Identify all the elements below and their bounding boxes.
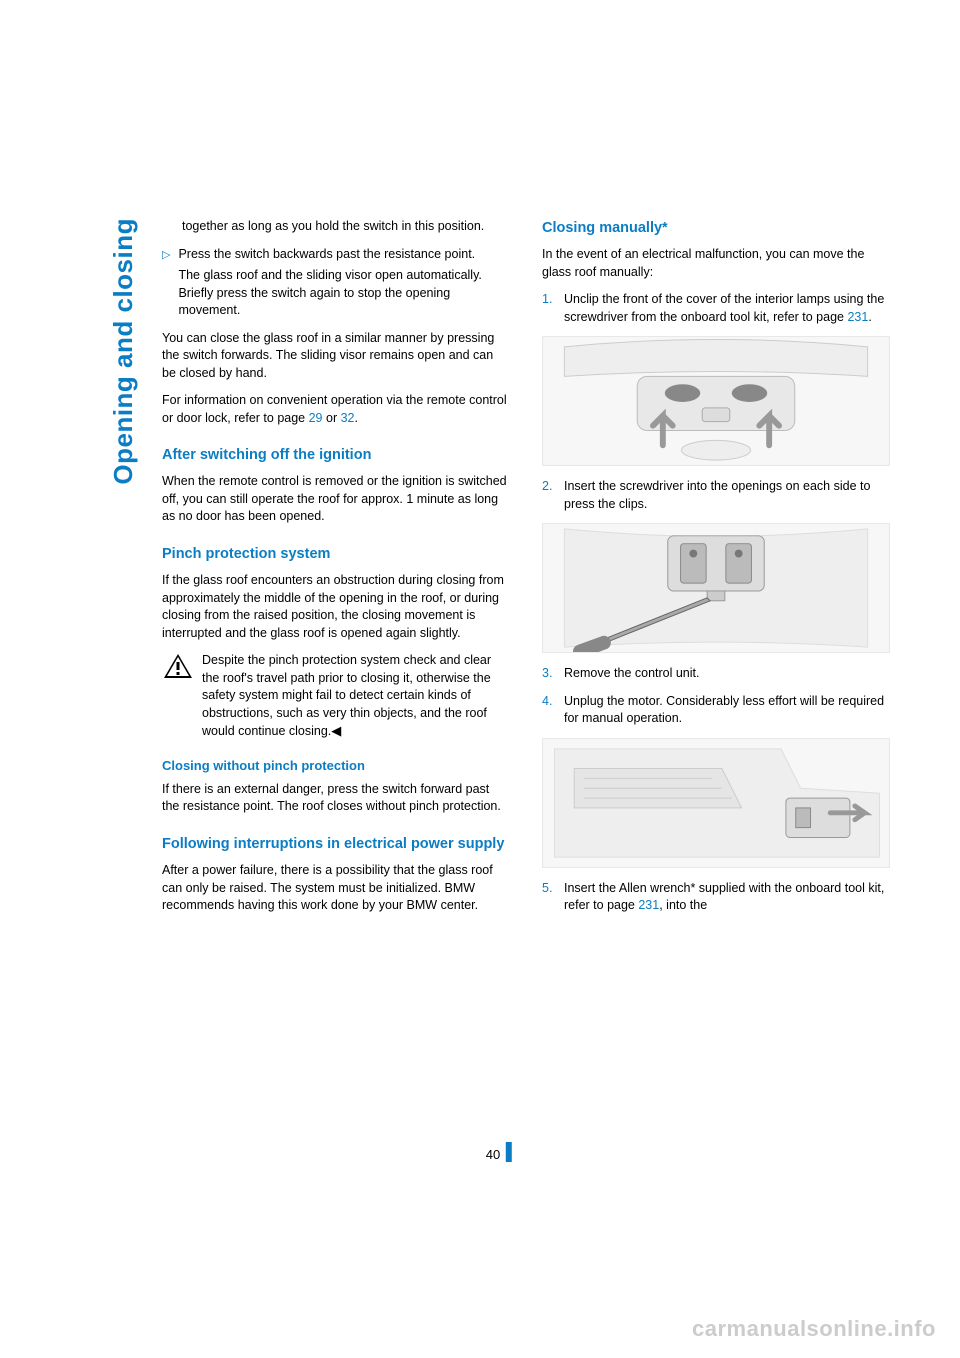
step-item: 3. Remove the control unit. bbox=[542, 665, 890, 683]
page-link[interactable]: 32 bbox=[341, 411, 355, 425]
text: . bbox=[354, 411, 357, 425]
bullet-item: ▷ Press the switch backwards past the re… bbox=[162, 246, 510, 320]
page-number-value: 40 bbox=[486, 1147, 500, 1162]
text: or bbox=[323, 411, 341, 425]
text: , into the bbox=[659, 898, 707, 912]
step-number: 4. bbox=[542, 693, 564, 728]
figure-screwdriver-clips bbox=[542, 523, 890, 653]
text: . bbox=[868, 310, 871, 324]
heading-power-interruption: Following interruptions in electrical po… bbox=[162, 834, 510, 854]
triangle-right-icon: ▷ bbox=[162, 248, 170, 320]
step-text: Insert the screwdriver into the openings… bbox=[564, 478, 890, 513]
step-item: 4. Unplug the motor. Considerably less e… bbox=[542, 693, 890, 728]
paragraph: If there is an external danger, press th… bbox=[162, 781, 510, 816]
heading-after-ignition: After switching off the ignition bbox=[162, 445, 510, 465]
step-number: 1. bbox=[542, 291, 564, 326]
left-column: together as long as you hold the switch … bbox=[162, 218, 510, 925]
heading-pinch-protection: Pinch protection system bbox=[162, 544, 510, 564]
page-number: 40 bbox=[486, 1142, 512, 1162]
warning-box: Despite the pinch protection system chec… bbox=[162, 652, 510, 741]
bullet-text: together as long as you hold the switch … bbox=[182, 218, 510, 236]
step-number: 3. bbox=[542, 665, 564, 683]
bullet-text: Press the switch backwards past the resi… bbox=[178, 246, 510, 320]
text: The glass roof and the sliding visor ope… bbox=[178, 267, 510, 320]
page-bar-icon bbox=[506, 1142, 512, 1162]
paragraph: If the glass roof encounters an obstruct… bbox=[162, 572, 510, 642]
step-text: Insert the Allen wrench* supplied with t… bbox=[564, 880, 890, 915]
paragraph: For information on convenient operation … bbox=[162, 392, 510, 427]
figure-unplug-motor bbox=[542, 738, 890, 868]
heading-close-without-pinch: Closing without pinch protection bbox=[162, 757, 510, 775]
step-item: 5. Insert the Allen wrench* supplied wit… bbox=[542, 880, 890, 915]
bullet-item: together as long as you hold the switch … bbox=[162, 218, 510, 236]
step-text: Unplug the motor. Considerably less effo… bbox=[564, 693, 890, 728]
figure-interior-lamp-cover bbox=[542, 336, 890, 466]
watermark: carmanualsonline.info bbox=[692, 1316, 936, 1342]
step-item: 2. Insert the screwdriver into the openi… bbox=[542, 478, 890, 513]
step-text: Unclip the front of the cover of the int… bbox=[564, 291, 890, 326]
end-marker-icon: ◀ bbox=[331, 723, 341, 738]
paragraph: You can close the glass roof in a simila… bbox=[162, 330, 510, 383]
warning-icon bbox=[162, 652, 194, 680]
text: Insert the Allen wrench* supplied with t… bbox=[564, 881, 884, 913]
step-number: 5. bbox=[542, 880, 564, 915]
page-link[interactable]: 29 bbox=[309, 411, 323, 425]
page-link[interactable]: 231 bbox=[847, 310, 868, 324]
text: Despite the pinch protection system chec… bbox=[202, 653, 491, 738]
warning-text: Despite the pinch protection system chec… bbox=[202, 652, 510, 741]
page-link[interactable]: 231 bbox=[638, 898, 659, 912]
heading-closing-manually: Closing manually* bbox=[542, 218, 890, 238]
paragraph: In the event of an electrical malfunctio… bbox=[542, 246, 890, 281]
paragraph: When the remote control is removed or th… bbox=[162, 473, 510, 526]
paragraph: After a power failure, there is a possib… bbox=[162, 862, 510, 915]
step-text: Remove the control unit. bbox=[564, 665, 890, 683]
right-column: Closing manually* In the event of an ele… bbox=[542, 218, 890, 925]
content-area: together as long as you hold the switch … bbox=[162, 218, 890, 925]
text: Unclip the front of the cover of the int… bbox=[564, 292, 884, 324]
step-number: 2. bbox=[542, 478, 564, 513]
step-item: 1. Unclip the front of the cover of the … bbox=[542, 291, 890, 326]
section-title-sidebar: Opening and closing bbox=[108, 218, 139, 485]
text: Press the switch backwards past the resi… bbox=[178, 247, 475, 261]
